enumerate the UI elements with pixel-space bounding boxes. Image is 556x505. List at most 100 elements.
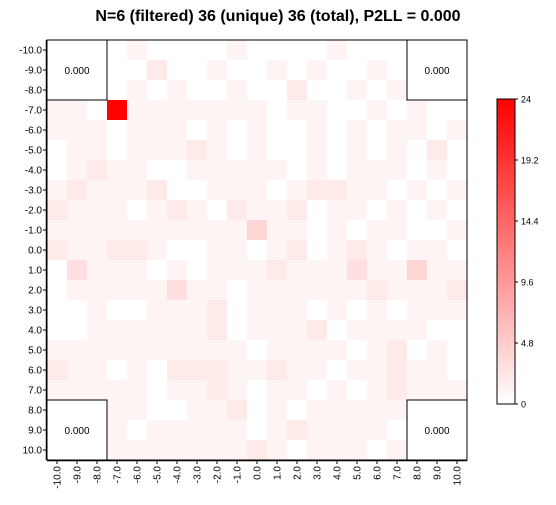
heatmap-cell [127,260,148,281]
heatmap-cell [227,240,248,261]
heatmap-cell [247,220,268,241]
heatmap-cell [107,340,128,361]
x-tick-label: 7.0 [393,466,404,480]
heatmap-cell [227,160,248,181]
heatmap-cell [387,240,408,261]
heatmap-cell [67,280,88,301]
heatmap-cell [387,300,408,321]
heatmap-cell [187,240,208,261]
heatmap-cell [127,140,148,161]
heatmap-cell [407,200,428,221]
heatmap-cell [327,420,348,441]
heatmap-cell [427,240,448,261]
heatmap-cell [287,260,308,281]
heatmap-cell [247,440,268,461]
corner-label-top-right: 0.000 [424,66,449,77]
heatmap-cell [407,180,428,201]
heatmap-cell [67,180,88,201]
heatmap-cell [407,240,428,261]
heatmap-cell [187,220,208,241]
heatmap-cell [187,280,208,301]
heatmap-cell [347,440,368,461]
heatmap-cell [187,340,208,361]
heatmap-cell [387,220,408,241]
heatmap-cell [447,260,468,281]
heatmap-cell [187,420,208,441]
heatmap-cell [167,80,188,101]
heatmap-cell [387,60,408,81]
heatmap-cell [347,220,368,241]
heatmap-cell [147,320,168,341]
heatmap-cell [227,400,248,421]
y-tick-label: -3.0 [25,186,43,197]
heatmap-cell [47,120,68,141]
heatmap-cell [67,100,88,121]
heatmap-cell [107,260,128,281]
heatmap-cell [447,120,468,141]
heatmap-cell [147,220,168,241]
heatmap-cell [307,360,328,381]
heatmap-cell [187,40,208,61]
heatmap-cell [367,360,388,381]
heatmap-cell [127,80,148,101]
heatmap-cell [267,60,288,81]
heatmap-cell [67,120,88,141]
x-tick-label: 4.0 [333,466,344,480]
heatmap-cell [147,380,168,401]
heatmap-cell [227,440,248,461]
heatmap-cell [107,240,128,261]
heatmap-cell [67,260,88,281]
heatmap-cell [267,120,288,141]
heatmap-cell [327,300,348,321]
heatmap-cell [147,60,168,81]
heatmap-cell [307,200,328,221]
heatmap-cell [127,220,148,241]
heatmap-cell [447,100,468,121]
heatmap-cell [327,320,348,341]
heatmap-cell [447,200,468,221]
heatmap-cell [107,80,128,101]
heatmap-cell [67,240,88,261]
heatmap-cell [307,120,328,141]
x-tick-label: 1.0 [273,466,284,480]
heatmap-cell [347,320,368,341]
heatmap-cell [47,100,68,121]
heatmap-cell [287,160,308,181]
heatmap-cell [147,100,168,121]
corner-regions: 0.000 0.000 0.000 0.000 [46,39,468,461]
heatmap-cell [247,420,268,441]
heatmap-cell [47,200,68,221]
heatmap-cell [307,260,328,281]
heatmap-cell [227,120,248,141]
heatmap-cell [87,180,108,201]
heatmap-cell [147,80,168,101]
heatmap-cell [267,340,288,361]
heatmap-cell [367,280,388,301]
heatmap-cell [447,160,468,181]
heatmap-cell [127,300,148,321]
heatmap-cell [407,340,428,361]
heatmap-cell [407,300,428,321]
x-tick-label: 8.0 [413,466,424,480]
heatmap-cell [227,140,248,161]
heatmap-cell [107,300,128,321]
heatmap-cell [327,120,348,141]
heatmap-cell [247,120,268,141]
heatmap-cell [227,80,248,101]
y-tick-label: -7.0 [25,106,43,117]
heatmap-cell [307,220,328,241]
heatmap-cell [67,300,88,321]
heatmap-cell [147,280,168,301]
heatmap-cell [87,120,108,141]
heatmap-cell [187,440,208,461]
heatmap-cell [447,360,468,381]
heatmap-cell [47,300,68,321]
heatmap-cell [167,60,188,81]
heatmap-cell [227,260,248,281]
heatmap-cell [247,160,268,181]
heatmap-cell [187,200,208,221]
heatmap-cell [367,200,388,221]
heatmap-cell [147,240,168,261]
heatmap-cell [307,100,328,121]
